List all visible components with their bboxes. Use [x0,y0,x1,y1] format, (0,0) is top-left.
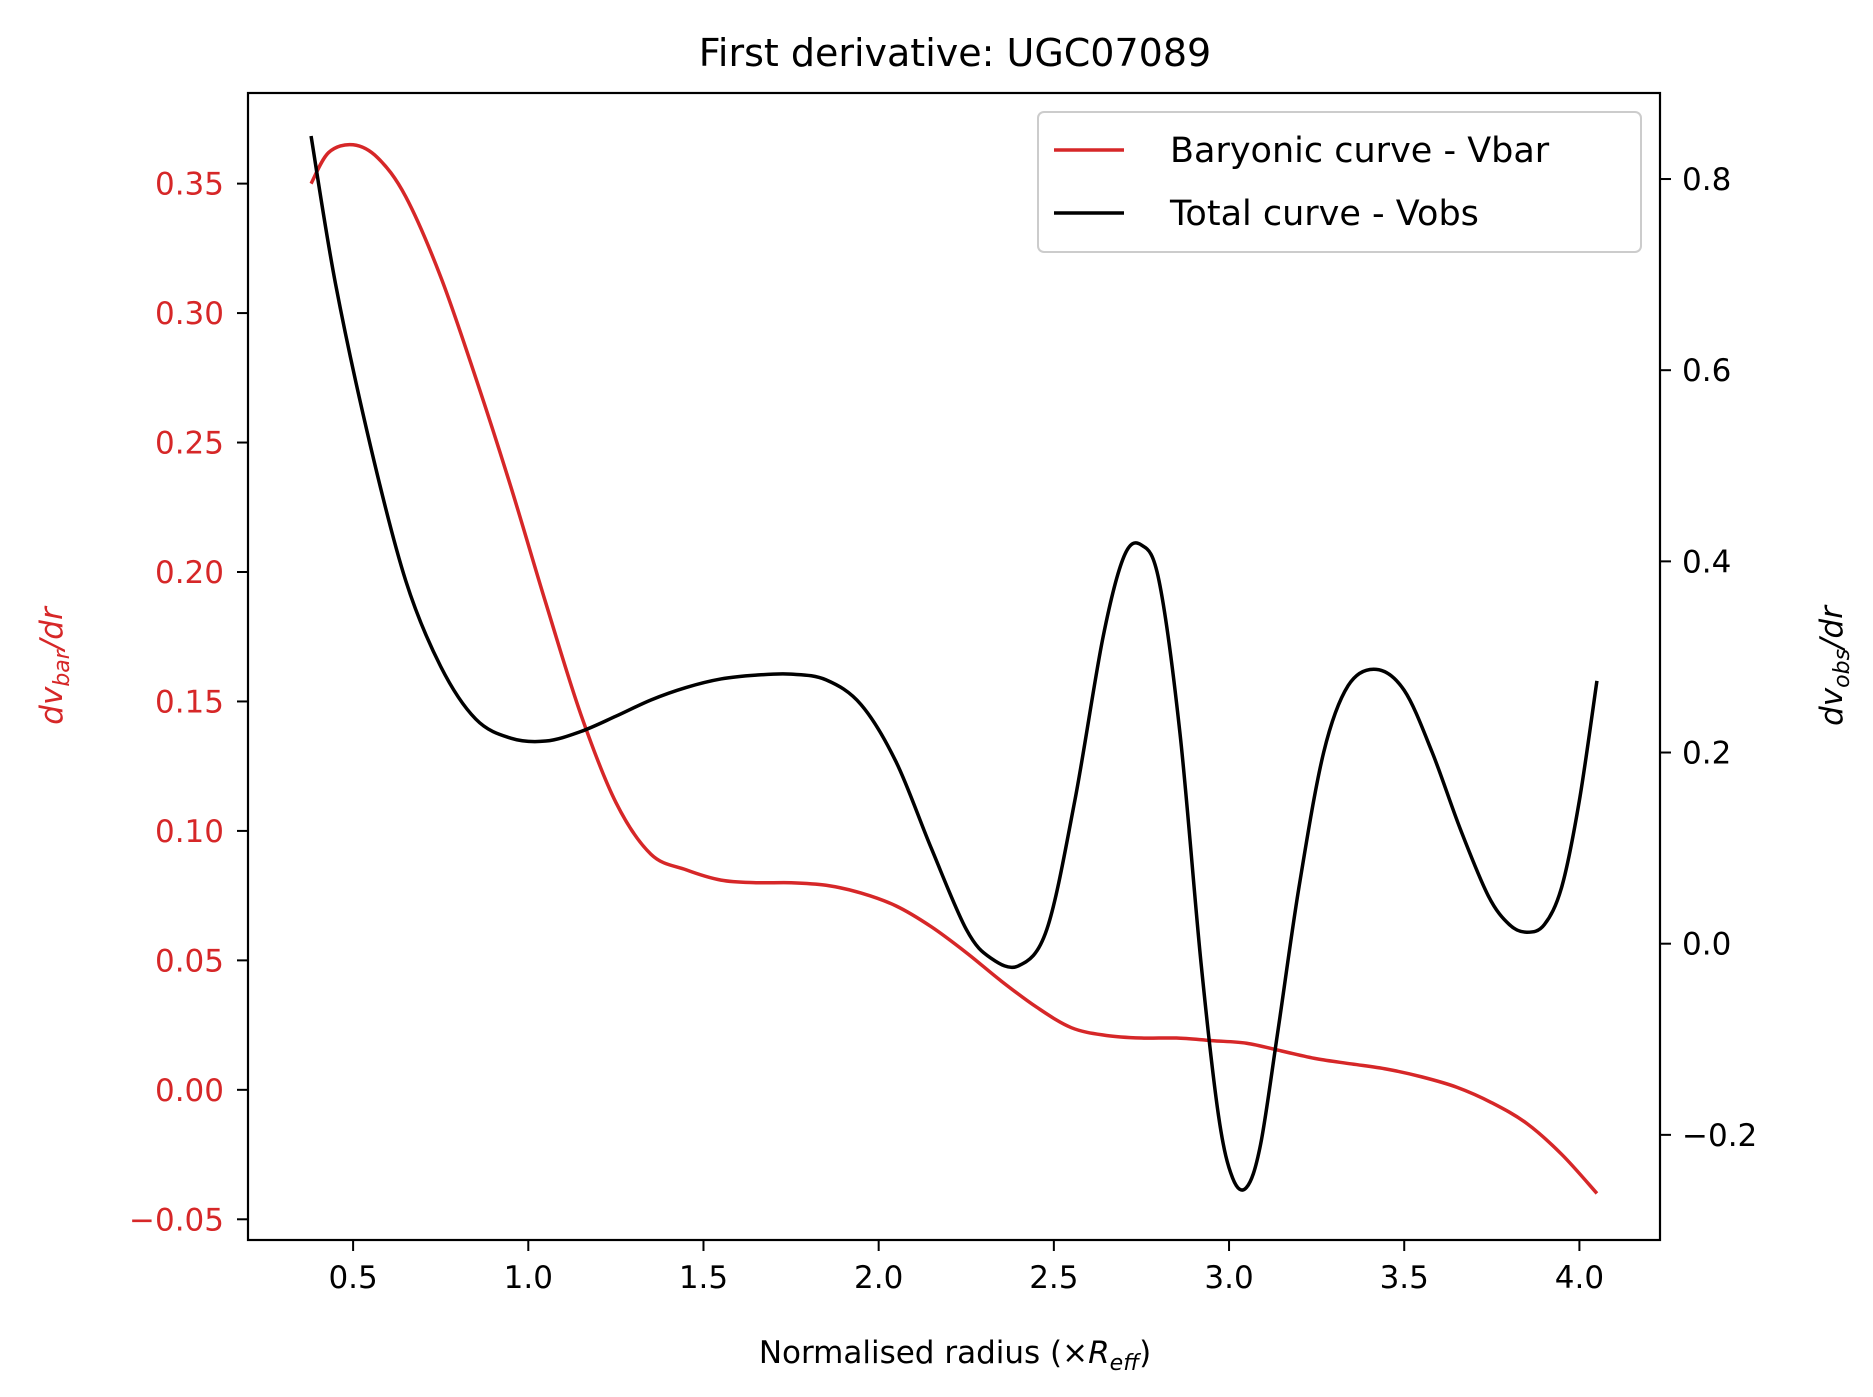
x-tick-label: 0.5 [328,1260,377,1296]
left-y-tick-label: −0.05 [129,1202,224,1238]
right-y-axis-label-rest: /dr [1814,604,1850,652]
plot-frame [246,91,1662,1242]
baryonic-curve-line [309,142,1599,1195]
legend-label-baryonic: Baryonic curve - Vbar [1170,131,1550,171]
total-curve-line [309,135,1599,1192]
x-tick-label: 1.5 [679,1260,728,1296]
x-axis-label-prefix: Normalised radius (× [759,1335,1088,1371]
right-y-axis-label-subscript: obs [1830,649,1855,688]
right-y-tick-label: 0.0 [1682,927,1731,963]
legend-box [1037,111,1642,253]
left-y-axis-label-subscript: bar [50,648,75,686]
x-tick-label: 2.5 [1029,1260,1078,1296]
x-tick-label: 2.0 [854,1260,903,1296]
x-tick-label: 3.0 [1204,1260,1253,1296]
left-y-tick-label: 0.05 [155,943,224,979]
left-y-tick-label: 0.00 [155,1073,224,1109]
x-axis-label-subscript: eff [1110,1351,1142,1376]
right-y-tick-label: 0.6 [1682,353,1731,389]
right-y-tick-label: 0.4 [1682,544,1731,580]
right-y-tick-label: −0.2 [1682,1118,1757,1154]
right-y-tick-label: 0.8 [1682,162,1731,198]
x-axis: 0.5 1.0 1.5 2.0 2.5 3.0 3.5 4.0 [328,1240,1604,1296]
left-y-tick-label: 0.35 [155,167,224,203]
left-y-axis: −0.05 0.00 0.05 0.10 0.15 0.20 0.25 0.30 0.35 [129,167,248,1238]
x-tick-label: 1.0 [504,1260,553,1296]
series-layer [309,135,1599,1195]
legend: Baryonic curve - Vbar Total curve - Vobs [1037,111,1642,253]
x-tick-label: 4.0 [1555,1260,1604,1296]
left-y-axis-label-main: dv [34,686,70,725]
left-y-tick-label: 0.20 [155,555,224,591]
left-y-tick-label: 0.25 [155,426,224,462]
x-axis-label-suffix: ) [1139,1335,1151,1371]
chart-title: First derivative: UGC07089 [699,31,1211,75]
right-y-axis-label: dvobs/dr [1814,604,1855,726]
right-y-axis: −0.2 0.0 0.2 0.4 0.6 0.8 [1660,162,1757,1154]
x-axis-label-symbol: R [1088,1335,1110,1371]
x-tick-label: 3.5 [1380,1260,1429,1296]
left-y-tick-label: 0.30 [155,296,224,332]
left-y-tick-label: 0.10 [155,814,224,850]
left-y-tick-label: 0.15 [155,684,224,720]
x-axis-label: Normalised radius (×Reff) [759,1335,1151,1376]
right-y-tick-label: 0.2 [1682,736,1731,772]
left-y-axis-label-rest: /dr [34,605,70,653]
right-y-axis-label-main: dv [1814,687,1850,726]
left-y-axis-label: dvbar/dr [34,605,75,725]
legend-label-total: Total curve - Vobs [1169,194,1479,234]
